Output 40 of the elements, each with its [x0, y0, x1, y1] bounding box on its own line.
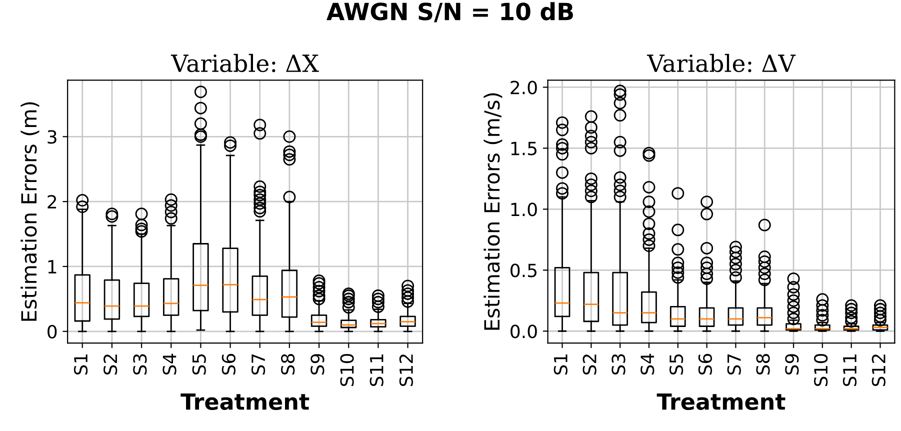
- x-tick-label: S9: [310, 354, 324, 375]
- y-axis-title: Estimation Errors (m/s): [484, 93, 502, 330]
- y-tick-label: 1: [48, 260, 56, 274]
- x-tick-label: S8: [281, 354, 295, 375]
- x-tick-label: S12: [399, 354, 414, 386]
- x-tick-label: S10: [814, 354, 828, 386]
- x-axis-title: Treatment: [656, 393, 786, 410]
- x-tick-label: S8: [756, 354, 770, 375]
- y-tick-label: 2: [48, 195, 56, 208]
- x-tick-label: S2: [582, 354, 596, 375]
- x-tick-label: S1: [74, 354, 88, 375]
- x-tick-label: S12: [872, 354, 886, 386]
- text: AWGN S/N = 10 dB: [326, 2, 573, 22]
- y-tick-label: 3: [48, 130, 56, 144]
- y-tick-label: 0.5: [510, 264, 537, 278]
- y-tick-label: 0: [48, 324, 57, 339]
- x-axis-title: Treatment: [180, 393, 310, 410]
- x-tick-label: S3: [133, 354, 147, 375]
- x-tick-label: S7: [727, 354, 741, 375]
- x-tick-label: S6: [698, 354, 712, 375]
- x-tick-label: S7: [251, 354, 266, 375]
- y-tick-label: 2.0: [510, 80, 537, 94]
- x-tick-label: S11: [370, 354, 384, 386]
- x-tick-label: S5: [192, 354, 206, 375]
- x-tick-label: S4: [640, 354, 654, 375]
- x-tick-label: S1: [554, 354, 568, 375]
- y-tick-label: 1.0: [511, 202, 537, 216]
- x-tick-label: S10: [340, 354, 354, 386]
- x-tick-label: S4: [162, 354, 176, 375]
- chart-title: Variable: ΔX: [170, 54, 319, 72]
- x-tick-label: S6: [222, 354, 236, 375]
- x-tick-label: S2: [104, 354, 118, 375]
- x-tick-label: S5: [669, 354, 684, 375]
- chart-title: Variable: ΔV: [646, 54, 796, 72]
- y-tick-label: 1.5: [511, 142, 537, 156]
- y-tick-label: 0.0: [510, 324, 537, 338]
- y-axis-title: Estimation Errors (m): [20, 102, 40, 321]
- x-tick-label: S3: [612, 354, 626, 375]
- x-tick-label: S11: [842, 354, 857, 386]
- x-tick-label: S9: [785, 354, 799, 375]
